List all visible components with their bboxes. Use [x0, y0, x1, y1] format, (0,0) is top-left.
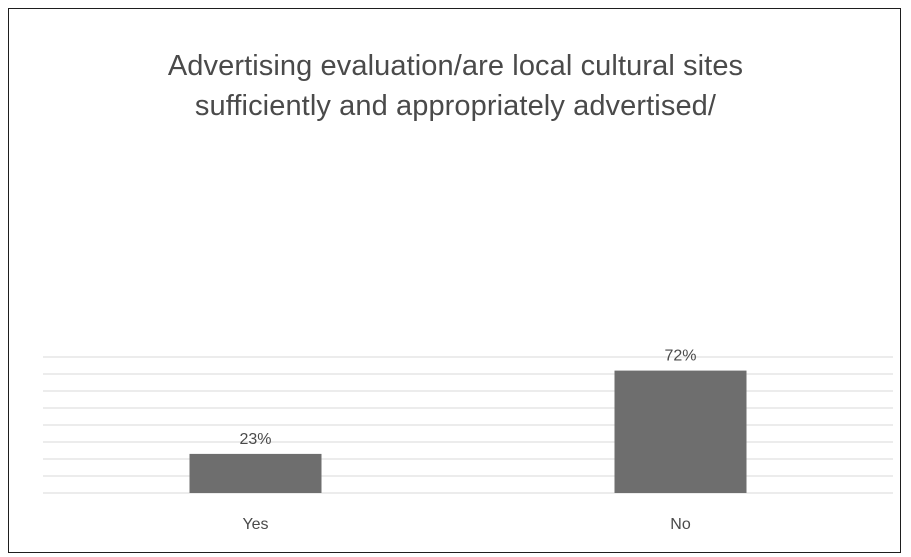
chart-frame: Advertising evaluation/are local cultura…	[8, 8, 901, 553]
x-tick-label-yes: Yes	[242, 516, 268, 533]
data-label-yes: 23%	[239, 431, 271, 448]
x-tick-label-no: No	[670, 516, 691, 533]
plot-area: 23% Yes 72% No	[43, 348, 893, 533]
bar-no	[614, 370, 747, 493]
chart-title: Advertising evaluation/are local cultura…	[9, 46, 902, 126]
chart-title-line-1: Advertising evaluation/are local cultura…	[167, 50, 744, 82]
data-label-no: 72%	[664, 348, 696, 365]
bar-yes	[189, 453, 322, 493]
chart-title-line-2: sufficiently and appropriately advertise…	[194, 90, 717, 122]
